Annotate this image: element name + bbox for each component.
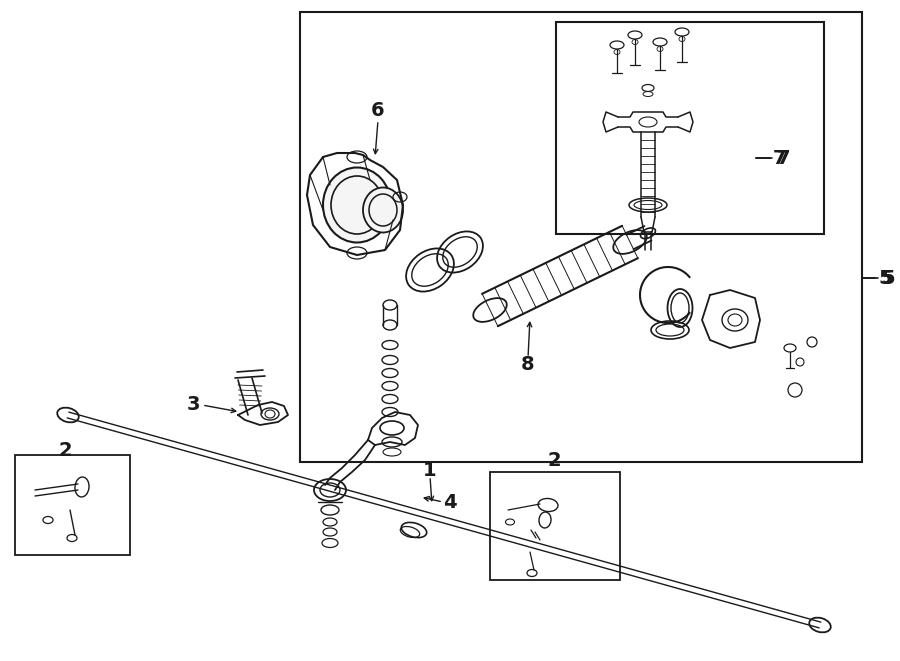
Text: 1: 1 bbox=[423, 461, 436, 479]
Text: 2: 2 bbox=[58, 440, 72, 459]
Ellipse shape bbox=[323, 167, 391, 243]
Text: 6: 6 bbox=[371, 100, 385, 120]
Bar bbox=[15, 455, 130, 555]
Text: 7: 7 bbox=[776, 149, 790, 167]
Text: 5: 5 bbox=[881, 268, 895, 288]
Bar bbox=[556, 22, 824, 234]
Text: 3: 3 bbox=[186, 395, 200, 414]
Text: 4: 4 bbox=[443, 492, 457, 512]
Bar bbox=[300, 12, 862, 462]
Text: 8: 8 bbox=[521, 356, 535, 375]
Text: 7: 7 bbox=[773, 149, 787, 167]
Ellipse shape bbox=[363, 188, 403, 233]
Bar bbox=[490, 472, 620, 580]
Text: 5: 5 bbox=[878, 268, 892, 288]
Text: 2: 2 bbox=[547, 451, 561, 469]
